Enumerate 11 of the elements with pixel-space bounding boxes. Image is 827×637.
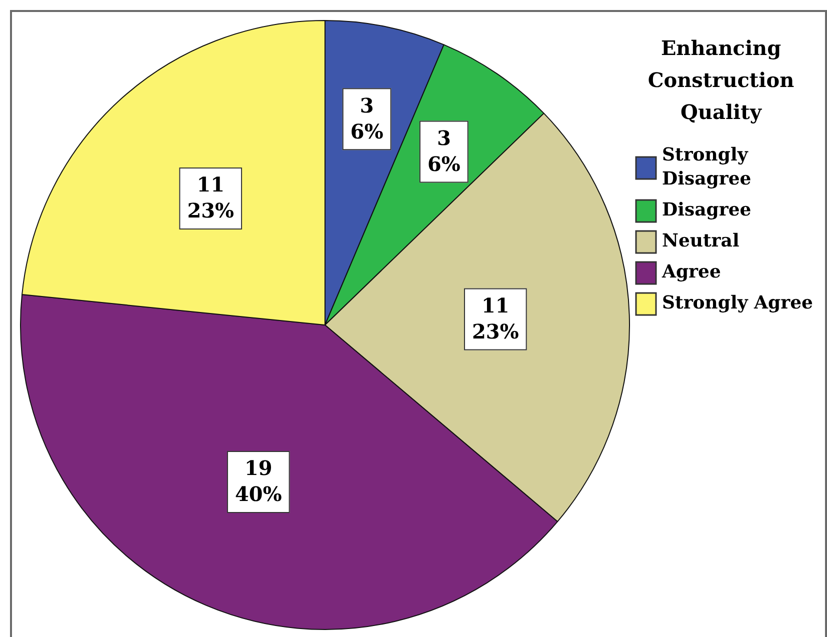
legend-label: Strongly Agree xyxy=(662,292,813,314)
legend-label: Disagree xyxy=(662,200,752,221)
data-label: 19 40% xyxy=(235,456,282,506)
legend-label: Neutral xyxy=(662,230,740,252)
data-label: 11 23% xyxy=(472,294,519,344)
data-label: 3 6% xyxy=(427,126,460,176)
legend-label: Agree xyxy=(661,262,721,283)
legend-label: Strongly Disagree xyxy=(662,144,752,190)
data-label: 3 6% xyxy=(350,93,384,144)
data-label: 11 23% xyxy=(187,172,234,223)
legend-title: Enhancing Construction Quality xyxy=(648,36,795,124)
